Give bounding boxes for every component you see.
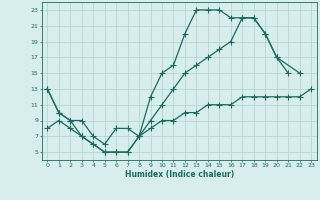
X-axis label: Humidex (Indice chaleur): Humidex (Indice chaleur) <box>124 170 234 179</box>
